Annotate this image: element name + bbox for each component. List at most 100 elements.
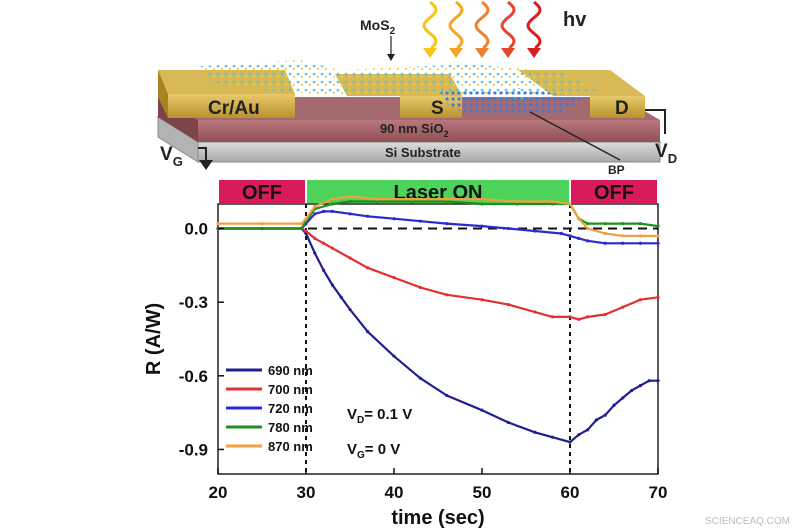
data-point <box>638 241 643 245</box>
data-point <box>392 217 396 221</box>
y-tick-label: 0.0 <box>184 220 208 239</box>
data-point <box>577 236 581 240</box>
data-point <box>445 197 449 201</box>
light-wave-arrow-icon <box>501 48 515 58</box>
legend-item: 690 nm <box>226 363 313 378</box>
bp-label: BP <box>608 163 625 177</box>
legend-item: 700 nm <box>226 382 313 397</box>
data-point <box>216 222 220 226</box>
series-line <box>218 210 658 245</box>
light-wave-arrow-icon <box>527 48 541 58</box>
data-point <box>568 440 572 444</box>
phase-bar: OFF <box>571 180 657 204</box>
data-point <box>348 195 352 199</box>
series <box>216 209 660 245</box>
data-point <box>586 222 590 226</box>
data-point <box>594 418 599 422</box>
legend-label: 700 nm <box>268 382 313 397</box>
light-wave-arrow-icon <box>423 48 437 58</box>
data-point <box>533 310 537 314</box>
data-point <box>603 222 607 226</box>
data-point <box>577 317 581 321</box>
x-axis: 20 30 40 50 60 70 <box>209 468 667 502</box>
vg-label: VG <box>160 144 183 169</box>
data-point <box>348 199 352 204</box>
series <box>216 195 660 238</box>
data-point <box>366 266 370 270</box>
data-point <box>313 212 317 216</box>
data-point <box>304 217 308 221</box>
data-point <box>656 224 660 228</box>
drain-contact-front <box>590 96 645 118</box>
data-point <box>348 307 352 312</box>
data-point <box>410 197 414 201</box>
phase-bars: OFF Laser ON OFF <box>219 180 657 204</box>
data-point <box>577 217 581 221</box>
data-point <box>330 202 334 206</box>
data-point <box>445 199 449 204</box>
series-line <box>218 195 658 237</box>
light-wave <box>422 0 438 50</box>
contact-left-side <box>158 70 168 118</box>
data-point <box>304 229 308 233</box>
data-point <box>515 199 519 204</box>
light-wave <box>500 0 516 50</box>
data-point <box>392 276 396 280</box>
data-point <box>410 199 414 204</box>
data-point <box>300 226 304 231</box>
watermark: SCIENCEAQ.COM <box>705 516 790 527</box>
data-point <box>322 268 326 272</box>
data-point <box>392 354 396 358</box>
device-schematic: MoS2 hv Cr/Au S D 90 nm SiO2 Si Substrat… <box>156 0 677 177</box>
legend-label: 870 nm <box>268 439 313 454</box>
data-point <box>313 236 317 240</box>
phase-bar-fill <box>307 180 569 203</box>
data-point <box>313 204 317 209</box>
data-point <box>480 408 484 412</box>
legend-item: 870 nm <box>226 439 313 454</box>
data-point <box>374 197 378 201</box>
data-point <box>445 222 449 226</box>
contact-label: Cr/Au <box>208 98 260 119</box>
data-point <box>506 420 510 425</box>
y-axis-label: R (A/W) <box>143 303 165 375</box>
data-point <box>366 214 370 218</box>
data-point <box>550 315 555 319</box>
data-point <box>550 199 555 204</box>
data-point <box>577 433 581 437</box>
data-point <box>586 226 590 231</box>
si-substrate-side <box>157 116 199 163</box>
data-point <box>506 303 510 307</box>
x-tick-label: 50 <box>473 483 492 502</box>
data-point <box>603 241 607 245</box>
data-point <box>260 222 264 226</box>
data-point <box>656 241 660 245</box>
data-point <box>366 330 370 334</box>
data-point <box>348 256 352 260</box>
data-point <box>656 234 660 238</box>
data-point <box>533 229 537 233</box>
phase-bar-fill <box>219 180 305 203</box>
substrate-label: Si Substrate <box>385 145 461 160</box>
data-point <box>348 212 352 216</box>
data-point <box>568 202 572 206</box>
series-line <box>218 227 658 444</box>
x-tick-label: 30 <box>297 483 316 502</box>
data-point <box>638 234 643 238</box>
data-point <box>418 285 422 290</box>
drain-label: D <box>615 98 629 119</box>
data-point <box>480 298 484 302</box>
data-point <box>445 393 449 398</box>
data-point <box>418 219 422 223</box>
light-wave <box>474 0 490 50</box>
data-point <box>445 293 449 297</box>
data-point <box>480 202 484 206</box>
y-tick-label: -0.6 <box>179 367 208 386</box>
data-point <box>330 246 334 250</box>
vg-wire <box>198 147 207 162</box>
data-point <box>339 295 343 299</box>
data-point <box>418 376 422 380</box>
chart: OFF Laser ON OFF 20 30 40 50 60 70 0.0 -0.3 -0.6 -… <box>143 180 667 529</box>
vd-label: VD <box>655 141 677 166</box>
data-point <box>603 413 607 417</box>
